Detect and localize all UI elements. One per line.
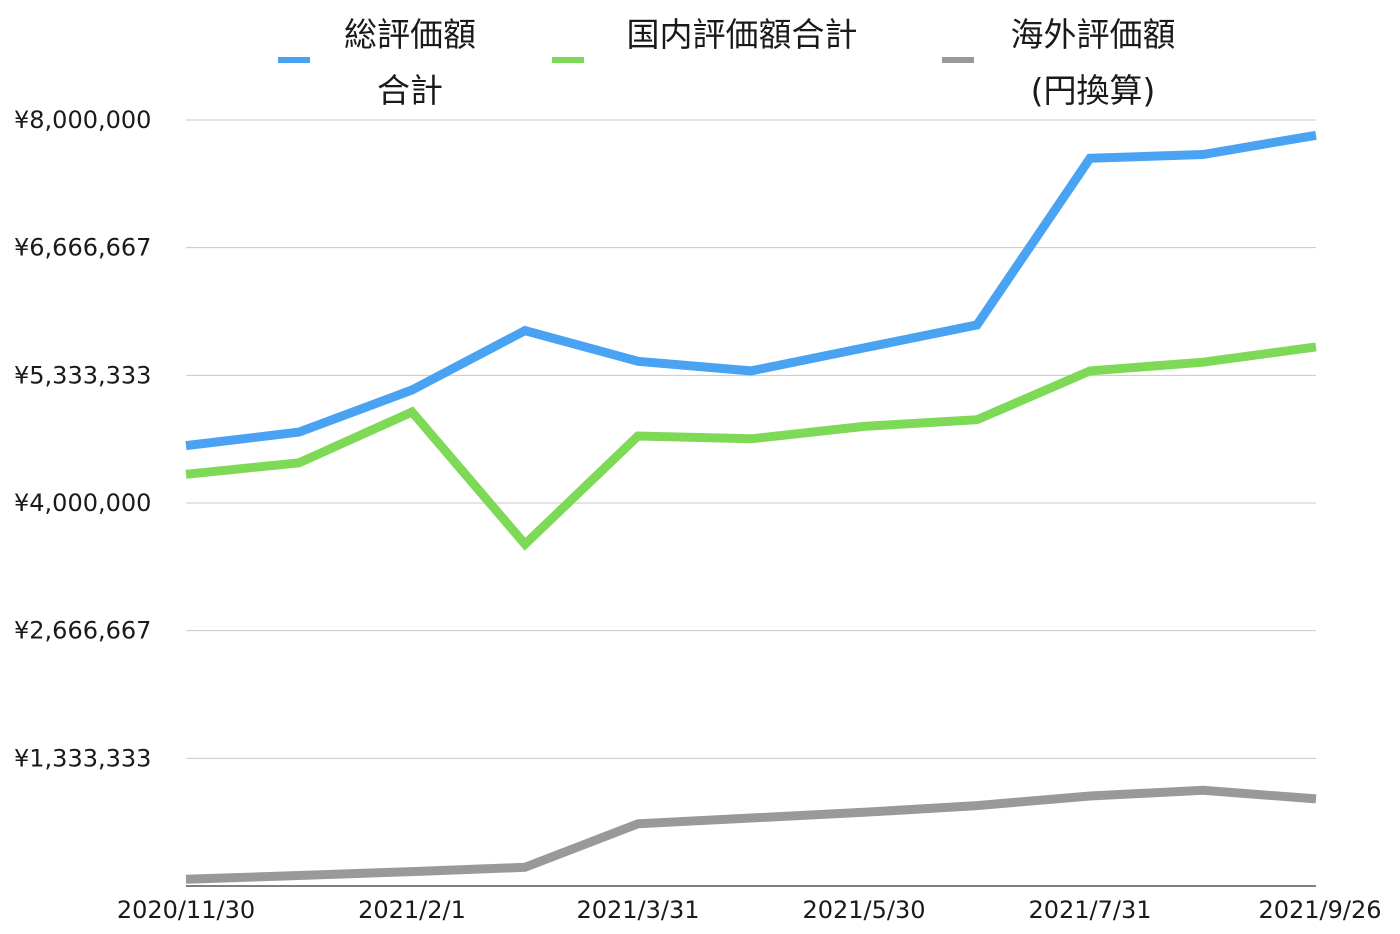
series-line-0 — [185, 130, 1317, 451]
x-tick-label: 2021/2/1 — [358, 896, 466, 924]
y-tick-label: ¥8,000,000 — [14, 106, 151, 134]
legend: 総評価額合計 国内評価額合計 海外評価額(円換算) — [278, 15, 1176, 110]
legend-swatch — [552, 57, 584, 63]
legend-label: 国内評価額合計 — [627, 15, 858, 54]
x-tick-label: 2021/9/26 — [1258, 896, 1381, 924]
y-tick-label: ¥4,000,000 — [14, 489, 151, 517]
y-tick-label: ¥1,333,333 — [14, 744, 151, 772]
legend-swatch — [278, 57, 310, 63]
series-lines — [185, 130, 1317, 884]
legend-label: 海外評価額(円換算) — [1011, 15, 1176, 110]
y-tick-label: ¥6,666,667 — [14, 234, 151, 262]
grid-lines — [186, 119, 1316, 887]
legend-label: 総評価額合計 — [344, 15, 476, 110]
x-tick-label: 2021/5/30 — [802, 896, 925, 924]
x-tick-label: 2021/7/31 — [1028, 896, 1151, 924]
y-tick-label: ¥5,333,333 — [14, 361, 151, 389]
x-tick-label: 2021/3/31 — [576, 896, 699, 924]
series-line-2 — [185, 785, 1317, 884]
y-tick-label: ¥2,666,667 — [14, 617, 151, 645]
x-tick-label: 2020/11/30 — [117, 896, 255, 924]
legend-swatch — [942, 57, 974, 63]
y-axis-tick-labels: ¥1,333,333 ¥2,666,667 ¥4,000,000 ¥5,333,333… — [14, 106, 151, 772]
x-axis-tick-labels: 2020/11/30 2021/2/1 2021/3/31 2021/5/30 2021… — [117, 896, 1382, 924]
series-line-1 — [185, 342, 1317, 551]
